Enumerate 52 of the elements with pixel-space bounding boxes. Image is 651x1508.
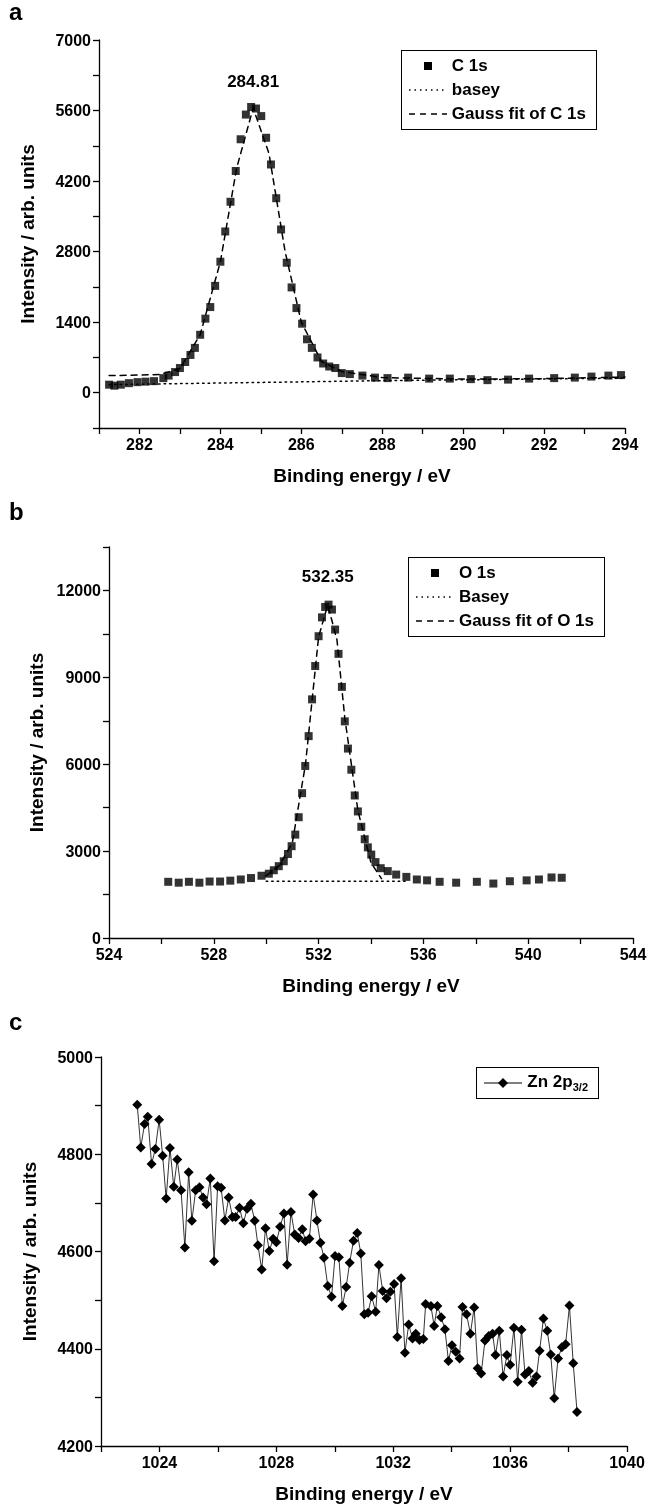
x-tick-label: 1032 bbox=[375, 1453, 412, 1471]
y-tick-label: 0 bbox=[82, 384, 92, 402]
x-tick-label: 282 bbox=[126, 435, 153, 453]
x-axis-title: Binding energy / eV bbox=[273, 465, 451, 486]
y-axis-title: Intensity / arb. units bbox=[17, 144, 38, 324]
x-tick-label: 294 bbox=[611, 435, 639, 453]
x-axis-title: Binding energy / eV bbox=[282, 975, 460, 996]
y-tick-label: 12000 bbox=[56, 581, 102, 599]
x-tick-label: 284 bbox=[207, 435, 234, 453]
legend-label: C 1s bbox=[451, 56, 488, 76]
x-tick-label: 536 bbox=[410, 945, 437, 963]
legend-label: basey bbox=[451, 80, 501, 100]
y-tick-label: 7000 bbox=[55, 31, 92, 49]
legend-label: Gauss fit of C 1s bbox=[451, 104, 586, 124]
x-tick-label: 532 bbox=[305, 945, 333, 963]
y-tick-label: 4200 bbox=[55, 172, 92, 190]
y-tick-label: 5600 bbox=[55, 102, 92, 120]
y-axis-title: Intensity / arb. units bbox=[19, 1161, 40, 1342]
x-tick-label: 1024 bbox=[141, 1453, 178, 1471]
x-tick-label: 544 bbox=[619, 945, 647, 963]
y-tick-label: 6000 bbox=[65, 755, 102, 773]
chart-title: a bbox=[9, 0, 23, 25]
y-tick-label: 4400 bbox=[57, 1340, 94, 1358]
legend-label: Gauss fit of O 1s bbox=[458, 611, 594, 631]
x-tick-label: 540 bbox=[514, 945, 542, 963]
y-tick-label: 2800 bbox=[55, 243, 92, 261]
x-axis-title: Binding energy / eV bbox=[275, 1483, 453, 1504]
x-tick-label: 1040 bbox=[609, 1453, 645, 1471]
y-tick-label: 0 bbox=[92, 929, 102, 947]
y-tick-label: 9000 bbox=[65, 668, 102, 686]
x-tick-label: 1028 bbox=[258, 1453, 295, 1471]
x-tick-label: 1036 bbox=[492, 1453, 529, 1471]
legend-label: O 1s bbox=[458, 563, 496, 583]
y-tick-label: 1400 bbox=[55, 313, 92, 331]
x-tick-label: 528 bbox=[200, 945, 228, 963]
x-tick-label: 286 bbox=[287, 435, 315, 453]
x-tick-label: 290 bbox=[449, 435, 477, 453]
y-tick-label: 4200 bbox=[57, 1437, 94, 1455]
x-tick-label: 292 bbox=[530, 435, 558, 453]
x-tick-label: 288 bbox=[368, 435, 396, 453]
y-tick-label: 3000 bbox=[65, 842, 102, 860]
y-tick-label: 4600 bbox=[57, 1243, 94, 1260]
annotation: 284.81 bbox=[227, 72, 280, 92]
y-axis-title: Intensity / arb. units bbox=[25, 652, 47, 833]
chart-title: b bbox=[9, 497, 24, 525]
x-tick-label: 524 bbox=[95, 945, 123, 963]
y-tick-label: 5000 bbox=[57, 1048, 94, 1066]
legend-label: Basey bbox=[458, 587, 510, 607]
y-tick-label: 4800 bbox=[57, 1145, 94, 1163]
legend-label: Zn 2p$_{3/2}$ bbox=[527, 1072, 588, 1094]
annotation: 532.35 bbox=[301, 567, 354, 587]
chart-title: c bbox=[9, 1007, 23, 1035]
